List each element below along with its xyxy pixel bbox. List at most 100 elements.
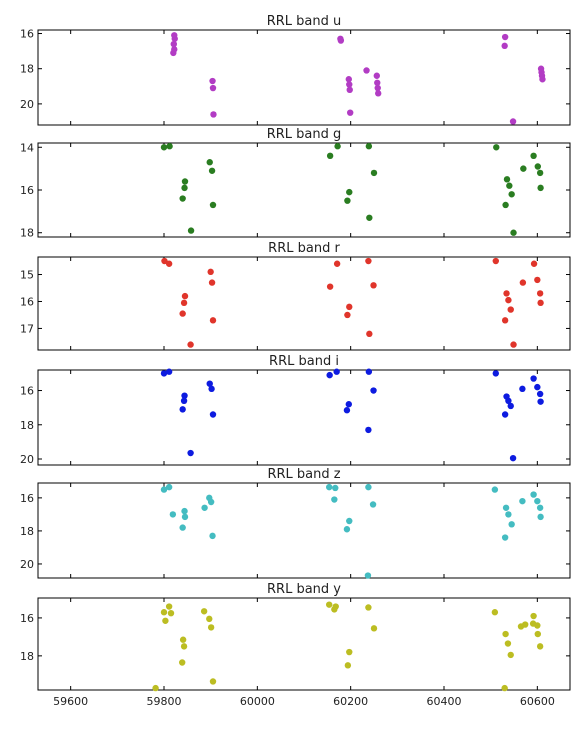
panel-3: RRL band r 15 16 17	[20, 241, 571, 351]
data-point	[534, 276, 541, 284]
data-point	[326, 371, 333, 379]
data-point	[346, 86, 353, 94]
data-point	[508, 191, 515, 198]
data-point	[326, 152, 334, 160]
data-point	[331, 496, 338, 503]
data-point	[209, 411, 217, 418]
data-point	[522, 621, 529, 628]
data-point	[166, 143, 173, 150]
data-point	[501, 534, 509, 541]
data-point	[506, 182, 513, 189]
data-point	[343, 526, 351, 533]
data-point	[167, 609, 175, 617]
data-point	[206, 380, 213, 387]
data-point	[492, 257, 499, 265]
panel-2: RRL band g 14 16 18	[20, 127, 571, 240]
data-point	[534, 383, 541, 391]
data-point	[530, 612, 537, 620]
data-point	[374, 79, 381, 86]
panel-5: RRL band z 16 18 20	[20, 467, 571, 579]
data-point	[170, 40, 177, 48]
data-point	[507, 651, 514, 659]
data-point	[502, 630, 509, 638]
data-point	[165, 483, 173, 491]
data-point	[503, 176, 511, 183]
data-point	[344, 662, 352, 669]
data-point	[508, 521, 515, 528]
data-point	[366, 214, 373, 221]
data-point	[510, 341, 517, 348]
data-point	[502, 504, 510, 511]
panel-title: RRL band i	[269, 354, 339, 369]
panel-4: RRL band i 16 18 20	[20, 354, 571, 466]
y-tick-label: 18	[20, 650, 34, 663]
data-point	[373, 72, 380, 79]
y-tick-label: 14	[20, 141, 34, 154]
data-point	[530, 491, 537, 498]
data-point	[333, 260, 341, 267]
data-point	[179, 195, 186, 202]
data-point	[374, 84, 381, 92]
data-point	[365, 368, 373, 375]
data-point	[519, 497, 526, 505]
x-tick-label: 59800	[147, 695, 182, 708]
data-point	[534, 630, 541, 638]
data-point	[346, 303, 353, 311]
panel-title: RRL band g	[267, 127, 342, 142]
data-point	[534, 497, 541, 505]
data-point	[171, 35, 178, 42]
data-point	[179, 659, 186, 666]
data-point	[209, 317, 217, 324]
data-point	[187, 449, 194, 457]
y-tick-label: 16	[20, 612, 34, 625]
data-point	[344, 311, 351, 319]
data-point	[208, 167, 216, 174]
data-point	[162, 617, 169, 624]
data-point	[501, 42, 508, 50]
data-point	[370, 625, 378, 632]
data-point	[501, 33, 509, 41]
panel-1: RRL band u 16 18 20	[20, 14, 571, 126]
data-point	[206, 159, 213, 166]
data-point	[208, 385, 215, 393]
data-point	[343, 407, 351, 414]
data-point	[505, 511, 512, 518]
data-point	[160, 609, 168, 616]
data-point	[207, 268, 214, 276]
data-point	[534, 163, 541, 170]
data-point	[365, 257, 372, 265]
panel-title: RRL band z	[267, 467, 340, 482]
data-point	[345, 401, 352, 408]
data-point	[209, 201, 217, 209]
data-point	[152, 684, 159, 692]
data-point	[537, 299, 544, 307]
data-point	[509, 118, 517, 125]
data-point	[209, 77, 216, 85]
data-point	[180, 643, 188, 650]
data-point	[365, 143, 373, 150]
data-point	[536, 290, 544, 297]
y-tick-label: 18	[20, 525, 34, 538]
data-point	[491, 609, 499, 616]
data-point	[520, 165, 527, 172]
data-point	[181, 392, 188, 399]
panel-title: RRL band u	[267, 14, 342, 29]
data-point	[179, 406, 186, 413]
axes-frame	[37, 597, 571, 691]
data-point	[344, 197, 351, 204]
data-point	[539, 76, 546, 83]
data-point	[346, 648, 353, 656]
data-point	[333, 368, 340, 375]
data-point	[201, 504, 208, 511]
data-point	[209, 84, 217, 92]
x-tick-label: 60000	[240, 695, 275, 708]
y-tick-label: 20	[20, 558, 34, 571]
data-point	[181, 184, 188, 192]
data-point	[366, 330, 373, 338]
data-point	[180, 299, 188, 307]
data-point	[181, 178, 189, 185]
data-point	[519, 385, 526, 393]
data-point	[160, 144, 168, 151]
